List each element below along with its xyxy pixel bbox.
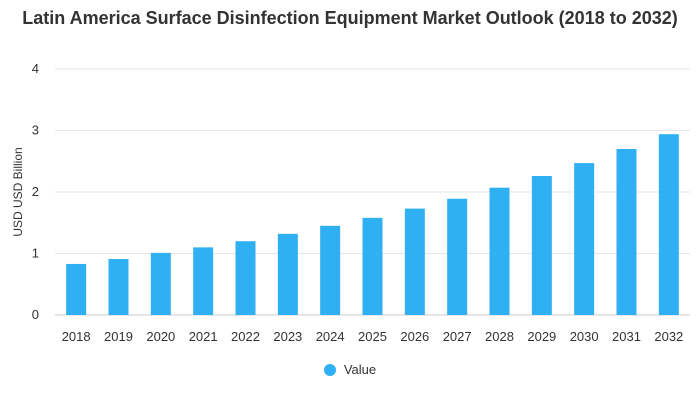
x-tick-label: 2020 (146, 329, 175, 344)
x-tick-label: 2024 (316, 329, 345, 344)
bar (150, 252, 171, 315)
x-tick-label: 2019 (104, 329, 133, 344)
x-tick-label: 2025 (358, 329, 387, 344)
bar (235, 241, 256, 315)
bar (658, 134, 679, 315)
y-tick-label: 1 (32, 246, 39, 261)
legend[interactable]: Value (0, 362, 700, 378)
x-tick-label: 2030 (570, 329, 599, 344)
x-tick-label: 2026 (400, 329, 429, 344)
bar (489, 187, 510, 315)
x-tick-label: 2028 (485, 329, 514, 344)
legend-label: Value (343, 362, 377, 377)
x-tick-label: 2032 (654, 329, 683, 344)
x-tick-label: 2023 (273, 329, 302, 344)
y-tick-label: 3 (32, 123, 39, 138)
x-tick-label: 2022 (231, 329, 260, 344)
y-tick-label: 2 (32, 184, 39, 199)
bar (362, 217, 383, 315)
x-tick-label: 2031 (612, 329, 641, 344)
bar (66, 263, 87, 315)
legend-swatch-icon (323, 363, 336, 376)
x-tick-label: 2018 (62, 329, 91, 344)
x-tick-label: 2021 (189, 329, 218, 344)
bar (108, 259, 129, 315)
bar (531, 176, 552, 315)
bar (404, 208, 425, 315)
x-tick-label: 2027 (443, 329, 472, 344)
bar (277, 233, 298, 315)
y-axis-label: USD USD Billion (11, 147, 25, 236)
plot-area: 0 1 2 3 4 USD USD Billion 2018 2019 2020 2021 2022… (11, 61, 690, 344)
bar (193, 247, 214, 315)
bar (574, 163, 595, 315)
bar (320, 225, 341, 315)
y-tick-label: 4 (32, 61, 39, 76)
bar (616, 148, 637, 315)
y-tick-label: 0 (32, 307, 39, 322)
chart-title: Latin America Surface Disinfection Equip… (22, 8, 678, 28)
x-tick-label: 2029 (527, 329, 556, 344)
bar (447, 198, 468, 315)
